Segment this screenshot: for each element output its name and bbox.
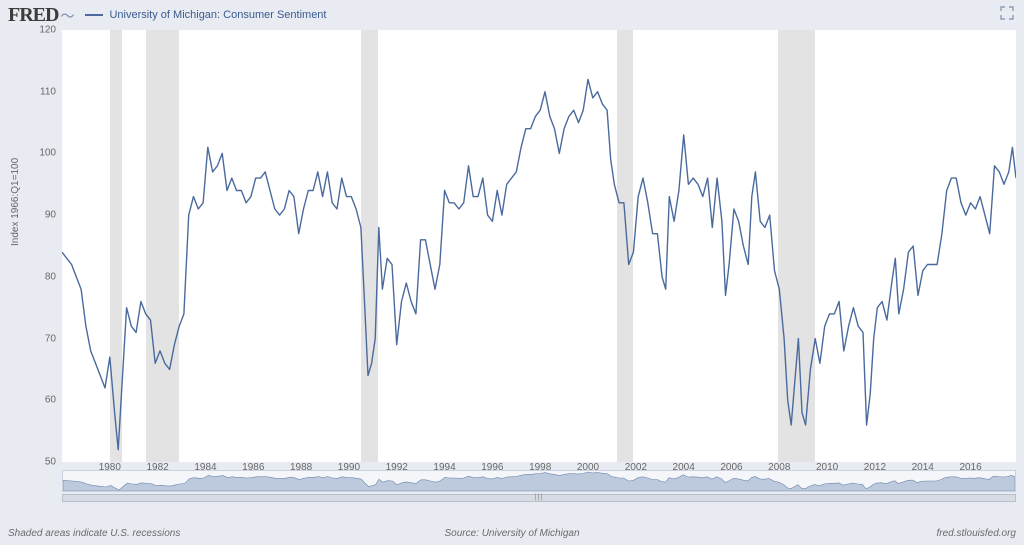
logo-squiggle-icon: 〜 bbox=[60, 10, 73, 25]
y-tick-label: 100 bbox=[34, 148, 56, 159]
y-tick-label: 90 bbox=[34, 210, 56, 221]
range-area-svg bbox=[63, 471, 1015, 491]
series-legend[interactable]: University of Michigan: Consumer Sentime… bbox=[85, 9, 326, 21]
legend-swatch bbox=[85, 14, 103, 16]
y-tick-label: 50 bbox=[34, 457, 56, 468]
footer-note-center: Source: University of Michigan bbox=[0, 528, 1024, 539]
y-axis-label: Index 1966:Q1=100 bbox=[10, 158, 21, 246]
range-selector[interactable]: ||| bbox=[62, 470, 1016, 502]
chart-line-svg bbox=[62, 30, 1016, 462]
logo-text: FRED bbox=[8, 4, 58, 26]
range-grip-icon[interactable]: ||| bbox=[529, 494, 549, 502]
y-tick-label: 110 bbox=[34, 86, 56, 97]
chart-plot-area[interactable] bbox=[62, 30, 1016, 462]
chart-footer: Shaded areas indicate U.S. recessions So… bbox=[0, 525, 1024, 545]
fred-logo: FRED〜 bbox=[8, 4, 73, 27]
legend-label: University of Michigan: Consumer Sentime… bbox=[109, 9, 326, 21]
y-tick-label: 120 bbox=[34, 25, 56, 36]
y-tick-label: 60 bbox=[34, 395, 56, 406]
y-tick-label: 70 bbox=[34, 333, 56, 344]
y-tick-label: 80 bbox=[34, 271, 56, 282]
range-overview[interactable] bbox=[62, 470, 1016, 492]
footer-note-right: fred.stlouisfed.org bbox=[937, 528, 1017, 539]
expand-icon[interactable] bbox=[1000, 6, 1014, 20]
